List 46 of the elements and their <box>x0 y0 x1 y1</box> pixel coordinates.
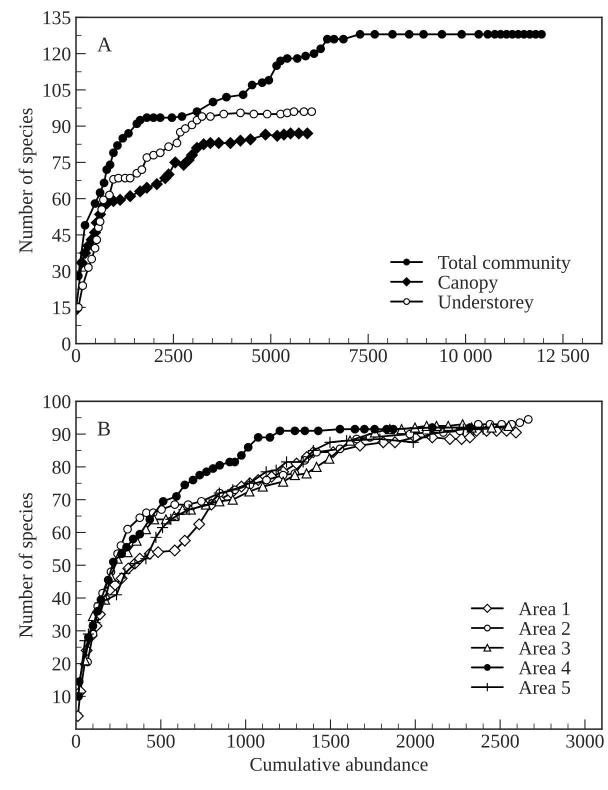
legend-label: Area 5 <box>518 681 570 694</box>
legend-label: Canopy <box>438 276 498 293</box>
text: A <box>97 38 112 52</box>
y-tick-label: 0 <box>62 337 70 351</box>
legend-label: Understorey <box>438 294 534 313</box>
legend-label: Area 2 <box>518 622 570 636</box>
y-tick-label: 60 <box>52 192 70 206</box>
y-axis-title: Number of species <box>18 493 36 638</box>
y-tick-label: 100 <box>44 395 70 408</box>
y-tick-label: 40 <box>52 592 70 605</box>
y-tick-label: 20 <box>52 657 70 671</box>
y-tick-label: 10 <box>53 690 70 704</box>
y-tick-label: 60 <box>52 526 70 540</box>
x-tick-label: 12 500 <box>538 349 589 362</box>
y-axis-title: Number of species <box>18 108 36 253</box>
y-tick-label: 90 <box>52 428 70 442</box>
y-tick-label: 120 <box>44 47 70 61</box>
x-tick-label: 10 000 <box>440 349 492 362</box>
legend-label: Area 3 <box>518 642 570 655</box>
legend-label: Area 1 <box>518 602 570 616</box>
x-axis-title: Cumulative abundance <box>250 757 428 771</box>
x-tick-label: 3000 <box>566 734 604 748</box>
y-tick-label: 15 <box>53 301 70 314</box>
y-tick-label: 105 <box>44 84 70 97</box>
y-tick-label: 45 <box>52 228 70 242</box>
legend-label: Area 4 <box>518 661 571 674</box>
x-tick-label: 1500 <box>312 734 350 748</box>
x-tick-label: 1000 <box>228 734 264 748</box>
x-tick-label: 5000 <box>252 349 290 362</box>
y-tick-label: 75 <box>52 156 70 170</box>
x-tick-label: 0 <box>72 349 80 362</box>
x-tick-label: 2500 <box>482 734 519 748</box>
y-tick-label: 30 <box>52 264 70 278</box>
legend-label: Total community <box>438 255 571 274</box>
y-tick-label: 80 <box>52 460 70 474</box>
x-tick-label: 7500 <box>350 349 387 362</box>
y-tick-label: 90 <box>52 120 70 134</box>
x-tick-label: 2000 <box>396 734 434 748</box>
y-tick-label: 70 <box>52 493 70 507</box>
x-tick-label: 0 <box>72 734 80 748</box>
x-tick-label: 500 <box>147 734 175 748</box>
y-tick-label: 30 <box>52 624 70 638</box>
y-tick-label: 50 <box>52 559 70 572</box>
x-tick-label: 2500 <box>154 349 192 362</box>
text: B <box>98 422 110 436</box>
y-tick-label: 135 <box>44 11 70 24</box>
